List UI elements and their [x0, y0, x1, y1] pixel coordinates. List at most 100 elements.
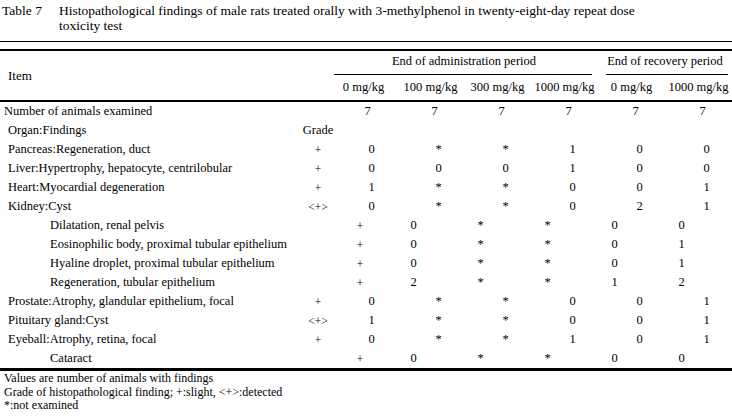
value-cell: 1	[539, 332, 606, 347]
value-cell: 1	[715, 256, 732, 271]
table-row: Hyaline droplet, proximal tubular epithe…	[0, 254, 732, 273]
value-cell: *	[514, 351, 581, 366]
table-title: Histopathological findings of male rats …	[59, 3, 731, 33]
value-cell: *	[472, 332, 539, 347]
row-label: Organ:Findings	[0, 123, 298, 138]
value-cell: *	[405, 180, 472, 195]
value-cell: 0	[338, 199, 405, 214]
column-header-item: Item	[8, 68, 32, 84]
value-cell: 7	[535, 104, 602, 119]
value-cell: *	[405, 142, 472, 157]
value-cell: 0	[539, 199, 606, 214]
table-row: Dilatation, renal pelvis+0**001	[0, 216, 732, 235]
value-cell: 7	[669, 104, 732, 119]
grade-value: <+>	[298, 315, 338, 327]
grade-value: +	[298, 334, 338, 346]
table-row: Cataract+0**001	[0, 349, 732, 368]
value-cell: 7	[334, 104, 401, 119]
value-cell: *	[405, 313, 472, 328]
value-cell: *	[447, 275, 514, 290]
value-cell: 0	[606, 142, 673, 157]
value-cell: *	[405, 294, 472, 309]
value-cell: 1	[673, 199, 732, 214]
value-cell: *	[472, 142, 539, 157]
grade-value: +	[340, 258, 380, 270]
row-label: Liver:Hypertrophy, hepatocyte, centrilob…	[0, 161, 298, 176]
grade-value: +	[298, 144, 338, 156]
table-title-line-1: Histopathological findings of male rats …	[59, 3, 731, 18]
header-group-recovery: End of recovery period 0 mg/kg 1000 mg/k…	[598, 51, 732, 100]
value-cell: 2	[715, 275, 732, 290]
value-cell: *	[472, 180, 539, 195]
dose-column-header: 100 mg/kg	[397, 80, 464, 95]
value-cell: 0	[606, 332, 673, 347]
grade-value: +	[340, 277, 380, 289]
value-cell: 0	[405, 161, 472, 176]
dose-column-header: 0 mg/kg	[330, 80, 397, 95]
table-row: Regeneration, tubular epithelium+2**122	[0, 273, 732, 292]
table-row: Organ:FindingsGrade	[0, 121, 732, 140]
table-row: Eyeball:Atrophy, retina, focal+0**101	[0, 330, 732, 349]
grade-value: +	[298, 182, 338, 194]
value-cell: *	[472, 294, 539, 309]
value-cell: 1	[539, 161, 606, 176]
value-cell: *	[472, 199, 539, 214]
footnote-values: Values are number of animals with findin…	[4, 372, 282, 386]
grade-value: +	[340, 353, 380, 365]
value-cell: 0	[380, 351, 447, 366]
table-row: Heart:Myocardial degeneration+1**001	[0, 178, 732, 197]
table-caption: Table 7 Histopathological findings of ma…	[2, 3, 731, 33]
value-cell: 1	[673, 332, 732, 347]
table-row: Eosinophilic body, proximal tubular epit…	[0, 235, 732, 254]
grade-value: +	[340, 239, 380, 251]
value-cell: *	[405, 199, 472, 214]
row-label: Dilatation, renal pelvis	[0, 218, 340, 233]
row-label: Regeneration, tubular epithelium	[0, 275, 340, 290]
value-cell: 2	[380, 275, 447, 290]
dose-header-row-administration: 0 mg/kg 100 mg/kg 300 mg/kg 1000 mg/kg	[330, 80, 598, 95]
value-cell: *	[405, 332, 472, 347]
value-cell: 0	[338, 332, 405, 347]
table-title-line-2: toxicity test	[59, 18, 731, 33]
page: Table 7 Histopathological findings of ma…	[0, 0, 732, 417]
dose-column-header: 1000 mg/kg	[531, 80, 598, 95]
value-cell: 1	[539, 142, 606, 157]
grade-value: +	[340, 220, 380, 232]
value-cell: 2	[606, 199, 673, 214]
header-group-recovery-underline	[606, 74, 728, 75]
row-label: Kidney:Cyst	[0, 199, 298, 214]
table-row: Number of animals examined777777	[0, 102, 732, 121]
row-label: Cataract	[0, 351, 340, 366]
value-cell: 0	[380, 256, 447, 271]
grade-column-header: Grade	[298, 123, 338, 138]
value-cell: 0	[338, 142, 405, 157]
grade-value: +	[298, 296, 338, 308]
value-cell: *	[514, 256, 581, 271]
value-cell: 1	[338, 313, 405, 328]
value-cell: *	[514, 237, 581, 252]
value-cell: 0	[581, 237, 648, 252]
value-cell: *	[514, 275, 581, 290]
value-cell: 7	[602, 104, 669, 119]
value-cell: 1	[338, 180, 405, 195]
dose-column-header: 1000 mg/kg	[665, 80, 732, 95]
value-cell: 7	[468, 104, 535, 119]
value-cell: 0	[338, 161, 405, 176]
value-cell: 1	[673, 180, 732, 195]
grade-value: +	[298, 163, 338, 175]
row-label: Pituitary gland:Cyst	[0, 313, 298, 328]
value-cell: 1	[581, 275, 648, 290]
rule-top-thin	[0, 41, 732, 42]
value-cell: 1	[715, 218, 732, 233]
value-cell: 0	[539, 294, 606, 309]
value-cell: *	[514, 218, 581, 233]
header-group-administration-underline	[334, 74, 592, 75]
value-cell: 0	[673, 142, 732, 157]
value-cell: 0	[581, 218, 648, 233]
value-cell: 0	[648, 351, 715, 366]
value-cell: 7	[401, 104, 468, 119]
value-cell: 0	[606, 294, 673, 309]
value-cell: 1	[648, 256, 715, 271]
table-body: Number of animals examined777777Organ:Fi…	[0, 102, 732, 368]
row-label: Prostate:Atrophy, glandular epithelium, …	[0, 294, 298, 309]
